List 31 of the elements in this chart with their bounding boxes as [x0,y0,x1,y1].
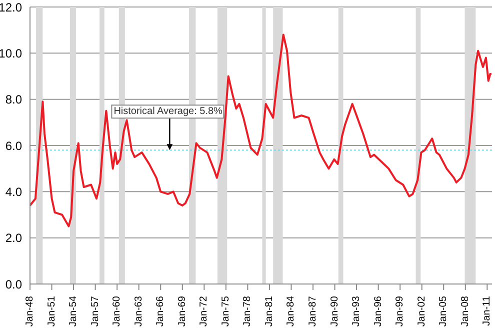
x-tick-label: Jan-75 [220,296,232,327]
x-tick-label: Jan-87 [308,296,319,327]
x-tick-label: Jan-81 [264,296,275,327]
x-tick-label: Jan-99 [394,296,406,327]
x-tick-label: Jan-51 [46,296,58,327]
x-tick-label: Jan-69 [176,296,188,327]
x-tick-label: Jan-05 [438,296,450,327]
y-tick-label: 0.0 [5,277,22,292]
x-tick-label: Jan-84 [286,296,297,327]
x-tick-label: Jan-66 [155,296,166,327]
y-tick-label: 12.0 [0,0,22,14]
y-tick-label: 2.0 [5,231,22,246]
x-tick-label: Jan-54 [68,296,80,327]
x-tick-label: Jan-96 [372,296,384,327]
x-tick-label: Jan-08 [460,296,471,327]
x-tick-label: Jan-90 [329,296,340,327]
x-tick-label: Jan-78 [242,296,254,327]
y-tick-label: 4.0 [5,184,22,199]
y-tick-label: 10.0 [0,46,22,60]
x-tick-label: Jan-60 [112,296,123,327]
x-tick-label: Jan-93 [351,296,362,327]
x-tick-label: Jan-57 [90,296,101,327]
x-tick-label: Jan-48 [24,296,36,327]
x-tick-label: Jan-63 [133,296,144,327]
x-tick-label: Jan-11 [482,296,493,326]
annotation: Historical Average: 5.8% [114,106,223,118]
x-tick-label: Jan-72 [198,296,210,327]
y-tick-label: 6.0 [5,138,22,153]
x-tick-label: Jan-02 [416,296,428,327]
y-tick-label: 8.0 [5,92,22,107]
line-series [30,34,492,228]
